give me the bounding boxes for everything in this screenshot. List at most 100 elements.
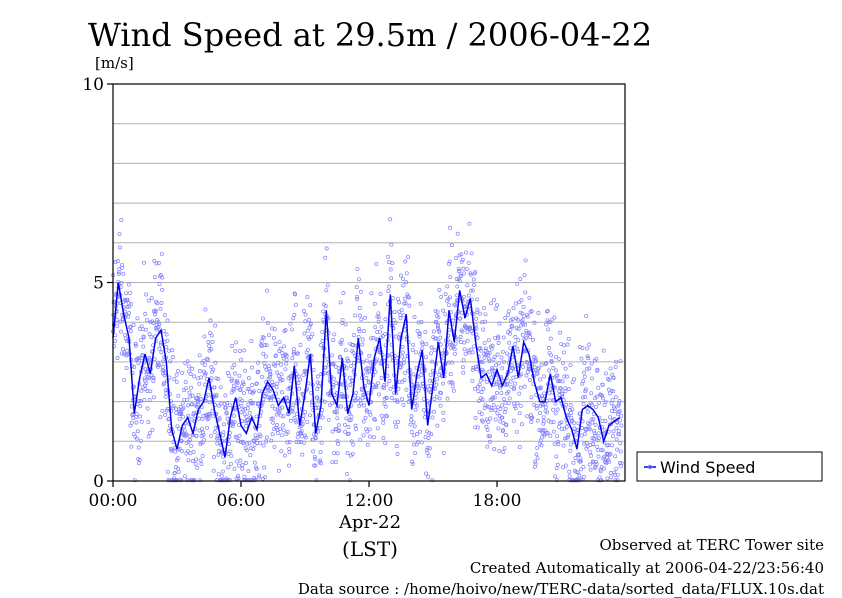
data-point bbox=[334, 410, 339, 415]
data-point bbox=[184, 440, 189, 445]
data-point bbox=[184, 432, 189, 437]
data-point bbox=[447, 259, 452, 264]
data-point bbox=[586, 356, 591, 361]
data-point bbox=[488, 416, 493, 421]
data-point bbox=[292, 347, 296, 352]
data-point bbox=[197, 369, 202, 374]
data-point bbox=[211, 468, 216, 473]
data-point bbox=[611, 375, 616, 380]
data-point bbox=[384, 396, 389, 400]
data-point bbox=[437, 329, 442, 334]
data-point bbox=[613, 395, 618, 400]
data-point bbox=[245, 406, 250, 411]
data-point bbox=[172, 377, 177, 382]
data-point bbox=[182, 388, 186, 393]
data-point bbox=[255, 436, 260, 440]
data-point bbox=[372, 417, 377, 422]
data-point bbox=[599, 392, 603, 397]
data-point bbox=[510, 317, 515, 322]
data-point bbox=[287, 446, 292, 451]
data-point bbox=[134, 412, 139, 417]
data-point bbox=[559, 386, 563, 391]
data-point bbox=[387, 378, 392, 383]
data-point bbox=[350, 451, 355, 456]
data-point bbox=[311, 449, 316, 454]
data-point bbox=[338, 354, 343, 359]
data-point bbox=[376, 311, 381, 316]
data-point bbox=[273, 406, 277, 411]
data-point bbox=[249, 478, 254, 483]
data-point bbox=[295, 435, 300, 440]
data-point bbox=[389, 276, 394, 281]
data-point bbox=[427, 431, 432, 436]
data-point bbox=[471, 277, 476, 282]
data-point bbox=[513, 342, 518, 346]
data-point bbox=[179, 478, 184, 483]
data-point bbox=[428, 378, 433, 383]
data-point bbox=[497, 321, 502, 326]
data-point bbox=[351, 442, 356, 447]
data-point bbox=[570, 407, 575, 412]
data-point bbox=[596, 448, 601, 453]
data-point bbox=[606, 457, 611, 462]
data-point bbox=[125, 298, 130, 302]
data-point bbox=[612, 470, 617, 475]
data-point bbox=[581, 402, 586, 407]
data-point bbox=[545, 318, 550, 323]
data-point bbox=[455, 231, 460, 236]
data-point bbox=[342, 422, 347, 427]
data-point bbox=[508, 379, 513, 384]
data-point bbox=[479, 411, 484, 416]
data-point bbox=[301, 309, 306, 313]
data-point bbox=[471, 288, 475, 293]
data-point bbox=[376, 381, 381, 386]
data-point bbox=[177, 416, 182, 421]
data-point bbox=[388, 386, 393, 391]
data-point bbox=[271, 335, 276, 340]
data-point bbox=[449, 243, 454, 248]
data-point bbox=[487, 359, 492, 364]
data-point bbox=[264, 435, 269, 440]
data-point bbox=[383, 404, 388, 409]
data-point bbox=[207, 411, 211, 416]
data-point bbox=[281, 414, 286, 419]
data-point bbox=[532, 365, 537, 370]
data-point bbox=[499, 355, 504, 360]
data-point bbox=[607, 459, 612, 464]
data-point bbox=[205, 358, 210, 362]
data-point bbox=[538, 411, 542, 415]
data-point bbox=[411, 342, 416, 347]
data-point bbox=[221, 422, 226, 427]
data-point bbox=[194, 433, 199, 438]
data-point bbox=[274, 423, 279, 427]
data-point bbox=[135, 436, 139, 441]
data-point bbox=[486, 434, 491, 439]
data-point bbox=[506, 312, 511, 317]
data-point bbox=[553, 474, 558, 479]
data-point bbox=[153, 308, 158, 313]
data-point bbox=[127, 311, 132, 316]
data-point bbox=[357, 327, 362, 331]
data-point bbox=[245, 441, 250, 446]
data-point bbox=[523, 258, 528, 263]
data-point bbox=[353, 313, 358, 318]
data-point bbox=[125, 305, 130, 309]
data-point bbox=[591, 417, 596, 422]
data-point bbox=[438, 335, 443, 340]
data-point bbox=[393, 320, 398, 325]
data-point bbox=[185, 359, 190, 364]
data-point bbox=[375, 426, 380, 431]
data-point bbox=[121, 271, 126, 276]
data-point bbox=[262, 361, 267, 365]
data-point bbox=[324, 288, 329, 293]
data-point bbox=[248, 446, 253, 451]
data-point bbox=[534, 403, 539, 408]
data-point bbox=[463, 304, 468, 309]
data-point bbox=[409, 430, 414, 434]
data-point bbox=[279, 449, 284, 454]
data-point bbox=[566, 336, 571, 341]
data-point bbox=[217, 416, 222, 421]
data-point bbox=[501, 428, 506, 433]
data-point bbox=[471, 365, 476, 370]
data-point bbox=[406, 255, 411, 260]
